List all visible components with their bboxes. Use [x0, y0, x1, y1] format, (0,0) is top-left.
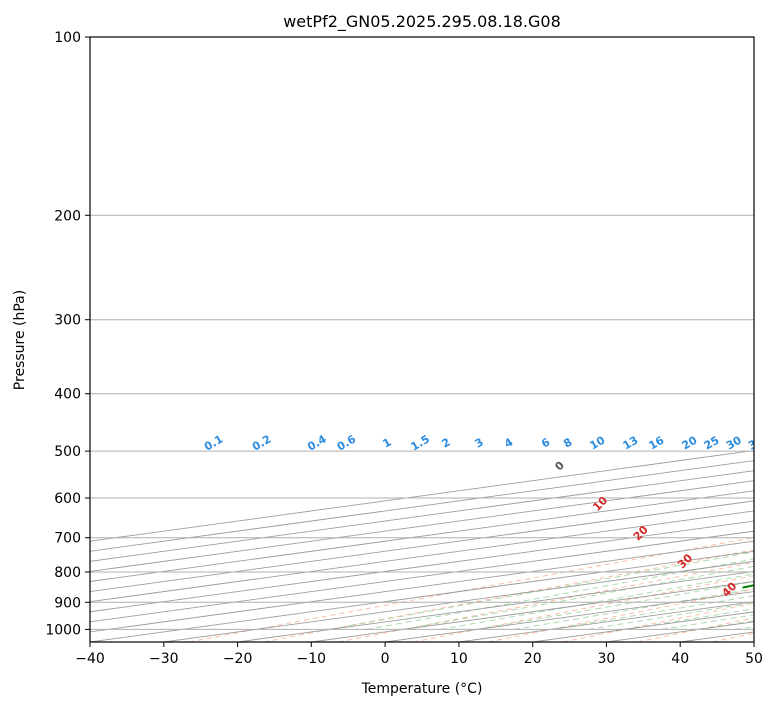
mixing-ratio-label: 6 — [539, 435, 552, 450]
mixing-ratio-label: 1.5 — [409, 433, 432, 454]
x-tick-label: −30 — [149, 651, 179, 667]
mixing-ratio-label: 0.4 — [305, 432, 329, 453]
mixing-ratio-label: 0.1 — [202, 433, 225, 454]
mixing-ratio-label: 3 — [473, 436, 486, 451]
chart-title: wetPf2_GN05.2025.295.08.18.G08 — [283, 12, 561, 32]
x-tick-label: 30 — [597, 651, 615, 667]
dry-adiabat — [338, 562, 754, 642]
mixing-ratio-label: 0.2 — [250, 433, 273, 454]
moist-adiabat — [698, 620, 754, 630]
dry-adiabat — [413, 575, 754, 642]
mixing-ratio-label: 0.6 — [335, 432, 359, 453]
adiabat-label: 20 — [631, 523, 651, 543]
isotherm-line — [532, 611, 754, 642]
mixing-ratio-label: 20 — [680, 433, 700, 452]
isotherm-line — [385, 591, 754, 642]
y-tick-label: 800 — [54, 565, 81, 581]
y-tick-label: 200 — [54, 208, 81, 224]
isotherm-line — [237, 570, 754, 642]
dry-adiabat — [562, 602, 754, 642]
y-axis-title: Pressure (hPa) — [12, 290, 28, 390]
moist-adiabat — [440, 573, 754, 630]
mixing-ratio-label: 25 — [702, 434, 722, 453]
isotherm-line — [680, 631, 754, 642]
isotherm-line — [753, 641, 754, 642]
isotherm-line — [90, 480, 754, 572]
dewpoint-profile-line — [742, 584, 754, 589]
y-tick-label: 900 — [54, 595, 81, 611]
mixing-ratio-label: 8 — [561, 436, 574, 451]
x-tick-label: 10 — [450, 651, 468, 667]
isotherm-line — [90, 490, 754, 582]
y-tick-label: 400 — [54, 387, 81, 403]
x-tick-label: 20 — [524, 651, 542, 667]
y-tick-label: 1000 — [45, 622, 81, 638]
dry-adiabat — [263, 549, 754, 642]
isotherm-line — [458, 601, 754, 642]
moist-adiabat — [661, 614, 754, 630]
adiabat-label: 40 — [719, 579, 739, 599]
isotherm-line — [311, 581, 754, 642]
y-tick-label: 600 — [54, 491, 81, 507]
x-tick-label: 0 — [381, 651, 390, 667]
moist-adiabat — [329, 551, 754, 630]
moist-adiabat — [366, 558, 754, 630]
x-tick-label: −40 — [75, 651, 105, 667]
mixing-ratio-label: 36 — [746, 433, 766, 452]
x-tick-label: 40 — [671, 651, 689, 667]
mixing-ratio-label: 30 — [724, 433, 744, 452]
isotherm-line — [90, 500, 754, 593]
x-tick-label: −20 — [223, 651, 253, 667]
isotherm-line — [606, 621, 754, 642]
isotherm-line — [90, 470, 754, 562]
mixing-ratio-label: 10 — [587, 433, 607, 452]
moist-adiabat — [587, 601, 754, 630]
mixing-ratio-label: 4 — [502, 435, 515, 450]
isotherm-line — [90, 510, 754, 603]
x-axis-title: Temperature (°C) — [361, 681, 483, 697]
y-tick-label: 300 — [54, 313, 81, 329]
y-tick-label: 500 — [54, 444, 81, 460]
adiabat-label: 0 — [552, 458, 567, 473]
plot-frame — [89, 36, 755, 643]
moist-adiabat — [550, 595, 754, 630]
x-tick-label: −10 — [297, 651, 327, 667]
adiabat-label: 30 — [675, 551, 695, 571]
moist-adiabat — [476, 580, 754, 630]
dry-adiabat — [188, 537, 754, 642]
mixing-ratio-label: 1 — [380, 436, 393, 451]
mixing-ratio-label: 16 — [646, 433, 666, 452]
moist-adiabat — [624, 608, 754, 630]
moist-adiabat — [735, 626, 754, 630]
moist-adiabat — [403, 565, 754, 630]
moist-adiabat — [513, 588, 754, 630]
isotherm-line — [90, 550, 754, 642]
isotherm-line — [90, 520, 754, 613]
isotherm-line — [90, 530, 754, 623]
isotherm-line — [90, 540, 754, 633]
isotherm-line — [90, 460, 754, 552]
x-tick-label: 50 — [745, 651, 763, 667]
mixing-ratio-label: 2 — [439, 436, 452, 451]
y-tick-label: 700 — [54, 531, 81, 547]
mixing-ratio-label: 13 — [621, 434, 641, 453]
y-tick-label: 100 — [54, 30, 81, 46]
